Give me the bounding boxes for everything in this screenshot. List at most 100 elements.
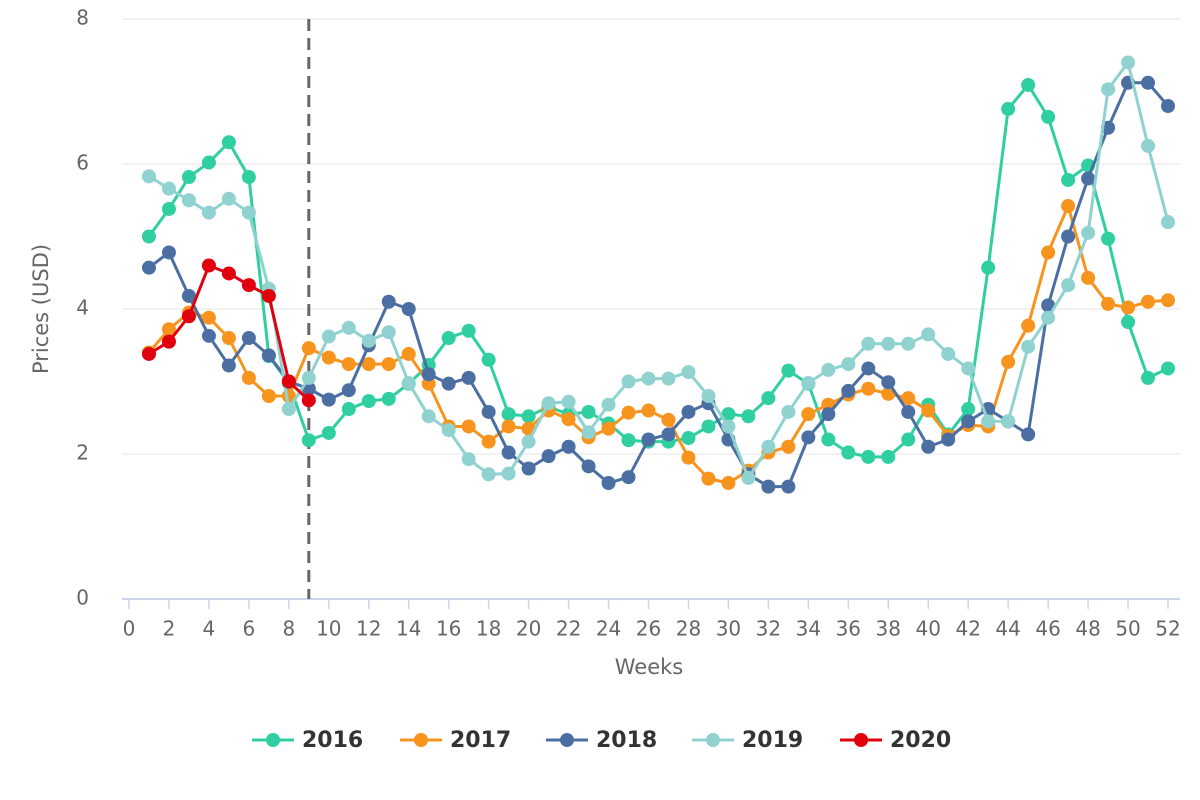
point [161, 181, 176, 196]
point [501, 419, 516, 434]
x-tick-label: 50 [1115, 617, 1140, 641]
point [1121, 55, 1136, 70]
point [681, 404, 696, 419]
point [1161, 215, 1176, 229]
point [561, 394, 576, 409]
point [1101, 231, 1116, 246]
legend-item: 2019 [692, 728, 803, 753]
point [881, 449, 896, 464]
point [401, 346, 416, 361]
x-tick-label: 40 [916, 617, 941, 641]
point [381, 325, 396, 340]
y-axis-title: Prices (USD) [29, 244, 53, 374]
point [641, 403, 656, 418]
point [601, 421, 616, 436]
point [461, 452, 476, 467]
point [661, 412, 676, 427]
x-tick-label: 24 [596, 617, 621, 641]
point [641, 432, 656, 447]
point [301, 393, 316, 408]
x-tick-label: 38 [876, 617, 901, 641]
point [661, 427, 676, 442]
point [961, 402, 976, 417]
x-tick-label: 4 [203, 617, 216, 641]
point [221, 266, 236, 281]
point [801, 430, 816, 445]
point [981, 260, 996, 275]
point [521, 434, 536, 449]
point [501, 445, 516, 460]
point [861, 361, 876, 376]
point [241, 170, 256, 185]
x-tick-label: 32 [756, 617, 781, 641]
point [141, 260, 156, 275]
point [941, 432, 956, 447]
point [581, 425, 596, 440]
point [221, 331, 236, 345]
point [701, 471, 716, 486]
point [481, 467, 496, 482]
point [341, 383, 356, 398]
point [181, 288, 196, 303]
point [541, 449, 556, 464]
series [141, 199, 1176, 490]
point [341, 357, 356, 372]
point [1081, 171, 1096, 186]
point [301, 433, 316, 448]
point [281, 402, 296, 417]
x-tick-label: 6 [243, 617, 256, 641]
point [1021, 427, 1036, 442]
point [481, 352, 496, 367]
point [1101, 296, 1116, 311]
point [501, 407, 516, 422]
legend-symbol-point [706, 733, 720, 747]
point [441, 331, 456, 345]
point [1061, 172, 1076, 187]
series-line [148, 81, 1170, 489]
point [381, 391, 396, 406]
point [1141, 75, 1156, 90]
point [321, 350, 336, 365]
point [561, 439, 576, 454]
point [961, 361, 976, 376]
point [461, 370, 476, 385]
point [1001, 354, 1016, 369]
point [761, 439, 776, 454]
point [341, 402, 356, 417]
point [521, 461, 536, 476]
series-line [147, 83, 1169, 459]
point [601, 476, 616, 490]
x-tick-label: 34 [796, 617, 821, 641]
series [141, 75, 1176, 494]
point [881, 386, 896, 401]
point [841, 357, 856, 372]
point [621, 433, 636, 448]
point [281, 374, 296, 389]
point [781, 439, 796, 454]
point [581, 459, 596, 474]
point [321, 425, 336, 440]
point [501, 466, 516, 481]
point [1041, 109, 1056, 124]
point [621, 374, 636, 389]
point [421, 409, 436, 424]
legend-symbol-point [266, 733, 280, 747]
point [861, 336, 876, 351]
legend-label: 2019 [742, 728, 803, 753]
point [781, 363, 796, 378]
point [181, 193, 196, 208]
point [241, 331, 256, 345]
point [741, 409, 756, 424]
point [821, 362, 836, 377]
point [881, 375, 896, 390]
point [1021, 339, 1036, 354]
point [461, 323, 476, 338]
point [221, 135, 236, 150]
x-tick-label: 28 [676, 617, 701, 641]
y-tick-label: 2 [76, 441, 89, 465]
point [941, 346, 956, 361]
legend-symbol-point [854, 733, 868, 747]
x-tick-label: 48 [1075, 617, 1100, 641]
x-tick-label: 0 [123, 617, 136, 641]
point [761, 479, 776, 494]
